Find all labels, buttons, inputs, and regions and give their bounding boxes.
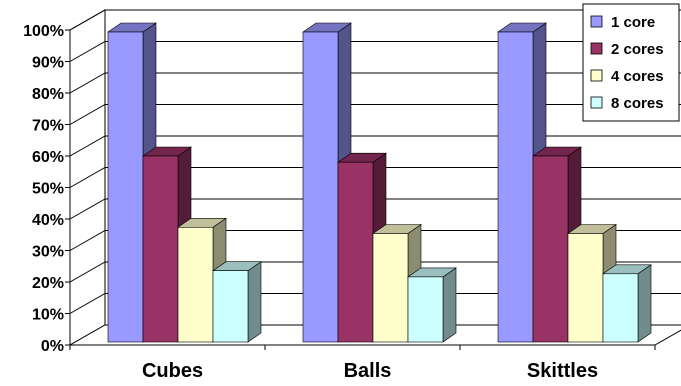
bar-front [302,31,339,343]
x-axis-category-labels: Cubes Balls Skittles [69,345,656,382]
gridline [69,9,681,31]
legend-swatch [590,42,603,55]
gridline [69,135,681,157]
bar-front [142,155,179,343]
legend-label: 4 cores [611,68,664,85]
bar-8-cores-balls [407,267,457,343]
gridline [69,261,681,283]
y-tick-label: 70% [32,118,64,135]
bar-front [177,227,214,343]
bar-side [247,261,262,343]
x-category-label: Balls [344,360,392,381]
y-tick-label: 10% [32,307,64,324]
y-tick-label: 30% [32,244,64,261]
bar-front [372,233,409,343]
gridline [69,41,681,62]
bar-front [497,31,534,343]
bar-front [337,161,374,343]
x-category-label: Skittles [527,360,598,381]
legend-label: 8 cores [611,95,664,112]
bar-8-cores-skittles [602,264,652,343]
gridline [69,104,681,125]
bar-front [602,273,639,343]
gridline [69,167,681,188]
gridline [69,72,681,94]
bar-side [637,264,652,343]
y-tick-label: 90% [32,55,64,72]
legend-swatch [590,69,603,82]
y-tick-label: 50% [32,181,64,198]
y-tick-label: 20% [32,275,64,292]
bar-front [407,276,444,343]
gridlines [69,9,681,314]
y-tick-label: 100% [23,23,64,40]
bars [107,22,652,343]
x-category-label: Cubes [142,360,203,381]
legend-swatch [590,96,603,109]
y-tick-label: 0% [41,338,64,355]
y-axis-tick-labels: 0% 10% 20% 30% 40% 50% 60% 70% 80% 90% 100% [23,23,70,355]
bar-8-cores-cubes [212,261,262,343]
gridline [69,230,681,251]
legend-label: 1 core [611,14,655,31]
legend-swatch [590,15,603,28]
bar-front [532,155,569,343]
bar-front [567,233,604,343]
y-tick-label: 80% [32,86,64,103]
bar-side [442,267,457,343]
legend-label: 2 cores [611,41,664,58]
y-tick-label: 40% [32,212,64,229]
bar-front [107,31,144,343]
y-tick-label: 60% [32,149,64,166]
gridline [69,198,681,220]
gridline [69,293,681,314]
legend: 1 core 2 cores 4 cores 8 cores [582,3,680,122]
bar-front [212,270,249,343]
